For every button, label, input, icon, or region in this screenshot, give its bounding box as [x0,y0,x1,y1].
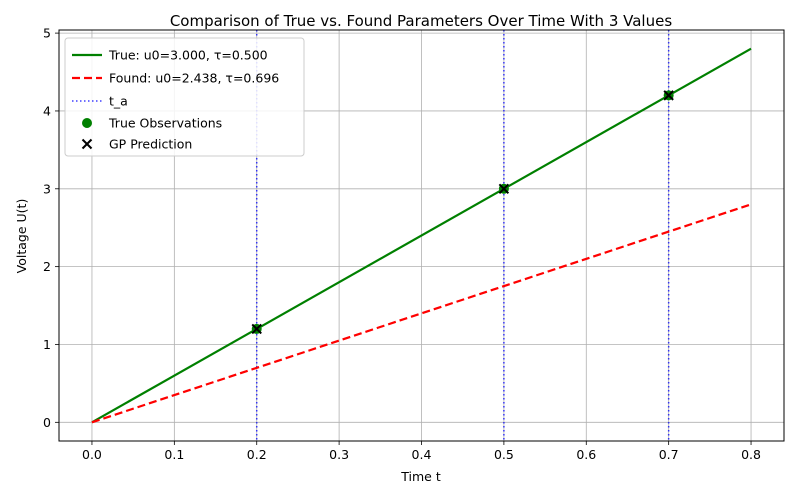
x-tick-label: 0.1 [164,447,184,462]
gp-prediction-point [251,323,262,335]
y-tick-label: 2 [43,259,51,274]
legend-gp-marker [81,138,93,150]
x-tick-label: 0.7 [659,447,679,462]
x-tick-label: 0.5 [494,447,514,462]
y-tick-label: 0 [43,415,51,430]
ticks: 0.0 0.1 0.2 0.3 0.4 0.5 0.6 0.7 0.8 0 1 2 3 4 5 [43,26,761,462]
vlines [255,30,670,441]
markers [251,90,674,335]
legend-observation-label: True Observations [108,116,222,131]
legend-vline-label: t_a [109,94,128,109]
y-tick-label: 1 [43,337,51,352]
legend-true-label: True: u0=3.000, τ=0.500 [108,48,268,63]
y-tick-label: 3 [43,181,51,196]
legend-gp-label: GP Prediction [109,137,192,152]
gp-prediction-point [663,90,674,101]
x-tick-label: 0.4 [412,447,432,462]
gp-cross-stroke [251,323,262,335]
found-series-line [91,203,752,424]
x-tick-label: 0.6 [576,447,596,462]
x-tick-label: 0.8 [741,447,761,462]
x-tick-label: 0.2 [247,447,267,462]
gp-cross-stroke [81,138,93,150]
legend-found-label: Found: u0=2.438, τ=0.696 [109,71,279,86]
chart-title: Comparison of True vs. Found Parameters … [170,12,673,30]
series-lines [91,47,752,424]
legend: True: u0=3.000, τ=0.500 Found: u0=2.438, … [64,37,305,157]
y-axis-label: Voltage U(t) [14,199,29,274]
x-axis-label: Time t [400,469,441,484]
y-tick-label: 5 [43,26,51,41]
x-tick-label: 0.3 [329,447,349,462]
legend-box [64,37,305,157]
x-tick-label: 0.0 [82,447,102,462]
legend-observation-marker [82,118,92,128]
gp-prediction-point [498,183,510,195]
true-series-line [91,47,752,424]
gp-cross-stroke [663,90,674,101]
y-tick-label: 4 [43,103,51,118]
gp-cross-stroke [498,183,510,195]
